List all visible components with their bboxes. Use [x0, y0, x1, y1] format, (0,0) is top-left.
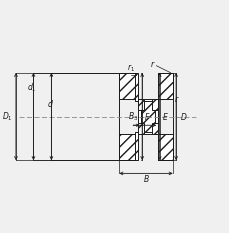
Text: $D_1$: $D_1$: [2, 110, 13, 123]
Text: $E$: $E$: [162, 111, 168, 122]
Polygon shape: [157, 134, 172, 160]
Polygon shape: [138, 99, 157, 134]
Text: $D$: $D$: [179, 111, 187, 122]
Polygon shape: [151, 123, 157, 134]
Polygon shape: [138, 99, 143, 110]
Polygon shape: [134, 132, 138, 160]
Text: $d$: $d$: [47, 98, 54, 109]
Polygon shape: [119, 73, 134, 99]
Polygon shape: [119, 134, 134, 160]
Polygon shape: [134, 73, 138, 101]
Text: $B$: $B$: [142, 173, 149, 184]
Text: $r_1$: $r_1$: [127, 63, 135, 74]
Text: $r$: $r$: [173, 94, 179, 104]
Polygon shape: [138, 123, 143, 134]
Polygon shape: [157, 73, 172, 99]
Text: $B_3$: $B_3$: [128, 110, 138, 123]
Polygon shape: [141, 101, 154, 132]
Text: $r$: $r$: [150, 59, 155, 69]
Text: $F$: $F$: [144, 111, 150, 122]
Text: $d_1$: $d_1$: [27, 82, 37, 94]
Polygon shape: [151, 99, 157, 110]
